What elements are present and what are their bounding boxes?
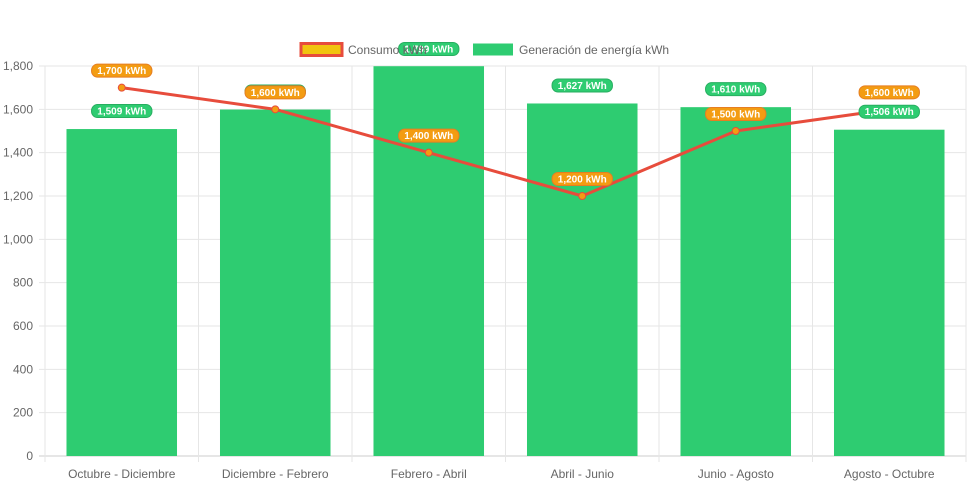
consumo-data-label: 1,200 kWh xyxy=(551,172,613,186)
generacion-bar xyxy=(66,129,178,457)
consumo-point xyxy=(271,105,280,114)
consumo-point xyxy=(117,83,126,92)
consumo-data-label-bg xyxy=(858,85,920,100)
consumo-data-label: 1,600 kWh xyxy=(858,85,920,100)
consumo-data-label-text: 1,500 kWh xyxy=(711,110,760,121)
consumo-data-label-bg xyxy=(551,172,613,186)
consumo-data-label-bg xyxy=(705,107,767,121)
y-tick-label: 600 xyxy=(13,319,33,333)
generacion-data-label: 1,506 kWh xyxy=(858,104,920,119)
y-tick-label: 400 xyxy=(13,362,33,376)
consumo-data-label-text: 1,200 kWh xyxy=(558,175,607,186)
x-tick-label: Agosto - Octubre xyxy=(844,467,935,481)
generacion-data-label-bg xyxy=(858,104,920,119)
legend: Consumo kWh Generación de energía kWh xyxy=(299,42,669,57)
y-tick-label: 1,600 xyxy=(3,102,33,116)
x-tick-label: Octubre - Diciembre xyxy=(68,467,176,481)
x-tick-label: Abril - Junio xyxy=(551,467,615,481)
generacion-data-label-bg xyxy=(705,82,767,97)
generacion-data-label-text: 1,610 kWh xyxy=(711,85,760,96)
generacion-bar xyxy=(526,103,638,456)
generacion-data-label: 1,610 kWh xyxy=(705,82,767,97)
generacion-bar xyxy=(373,66,485,456)
x-tick-label: Diciembre - Febrero xyxy=(222,467,329,481)
legend-swatch-consumo[interactable] xyxy=(299,42,344,57)
generacion-data-label-text: 1,627 kWh xyxy=(558,81,607,92)
y-tick-label: 800 xyxy=(13,276,33,290)
consumo-data-label-bg xyxy=(244,85,306,100)
consumo-point xyxy=(578,192,587,200)
generacion-data-label-text: 1,509 kWh xyxy=(97,107,146,118)
consumo-data-label-bg xyxy=(91,63,153,78)
y-tick-label: 1,800 xyxy=(3,59,33,73)
x-tick-label: Febrero - Abril xyxy=(391,467,467,481)
consumo-data-label-text: 1,600 kWh xyxy=(865,88,914,99)
x-tick-label: Junio - Agosto xyxy=(698,467,774,481)
y-tick-label: 200 xyxy=(13,406,33,420)
consumo-data-label: 1,500 kWh xyxy=(705,107,767,121)
consumo-data-label: 1,700 kWh xyxy=(91,63,153,78)
consumo-point xyxy=(731,127,740,135)
y-tick-label: 0 xyxy=(26,449,33,463)
y-tick-label: 1,200 xyxy=(3,189,33,203)
consumo-data-label: 1,600 kWh xyxy=(244,85,306,100)
generacion-bar xyxy=(680,107,792,457)
generacion-data-label: 1,627 kWh xyxy=(551,78,613,93)
y-tick-label: 1,000 xyxy=(3,232,33,246)
grid-layer: 0 200 400 600 800 1,000 1,200 1,400 1,600 1,800 Oc… xyxy=(3,59,967,481)
generacion-data-label-bg xyxy=(91,104,153,119)
generacion-data-label-bg xyxy=(551,78,613,93)
generacion-data-label-text: 1,506 kWh xyxy=(865,107,914,118)
generacion-data-label: 1,509 kWh xyxy=(91,104,153,119)
legend-swatch-generacion[interactable] xyxy=(473,43,513,56)
consumo-data-label: 1,400 kWh xyxy=(398,128,460,143)
consumo-data-label-text: 1,600 kWh xyxy=(251,88,300,99)
consumo-data-label-text: 1,700 kWh xyxy=(97,66,146,77)
generacion-bar xyxy=(833,129,945,456)
legend-label-generacion[interactable]: Generación de energía kWh xyxy=(519,43,669,57)
legend-label-consumo[interactable]: Consumo kWh xyxy=(348,43,427,57)
consumo-line xyxy=(121,86,890,198)
generacion-bar xyxy=(219,109,331,457)
generacion-data-label: 1,799 kWh xyxy=(398,42,460,56)
generacion-data-label-text: 1,799 kWh xyxy=(404,45,453,56)
consumo-data-label-bg xyxy=(398,128,460,143)
consumo-data-label-text: 1,400 kWh xyxy=(404,131,453,142)
y-tick-label: 1,400 xyxy=(3,146,33,160)
generacion-data-label-bg xyxy=(398,42,460,56)
consumo-point xyxy=(424,148,433,157)
